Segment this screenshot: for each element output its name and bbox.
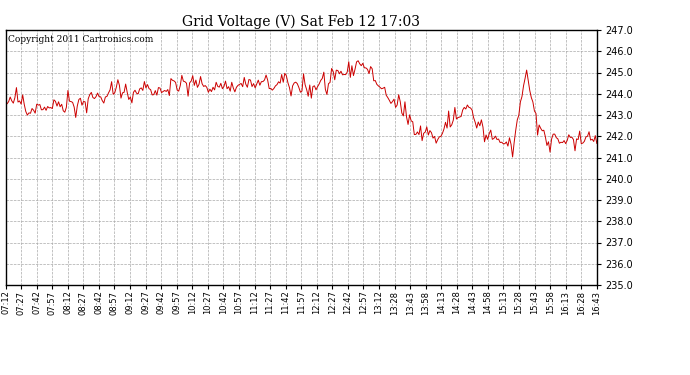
Title: Grid Voltage (V) Sat Feb 12 17:03: Grid Voltage (V) Sat Feb 12 17:03 [182,15,420,29]
Text: Copyright 2011 Cartronics.com: Copyright 2011 Cartronics.com [8,35,154,44]
